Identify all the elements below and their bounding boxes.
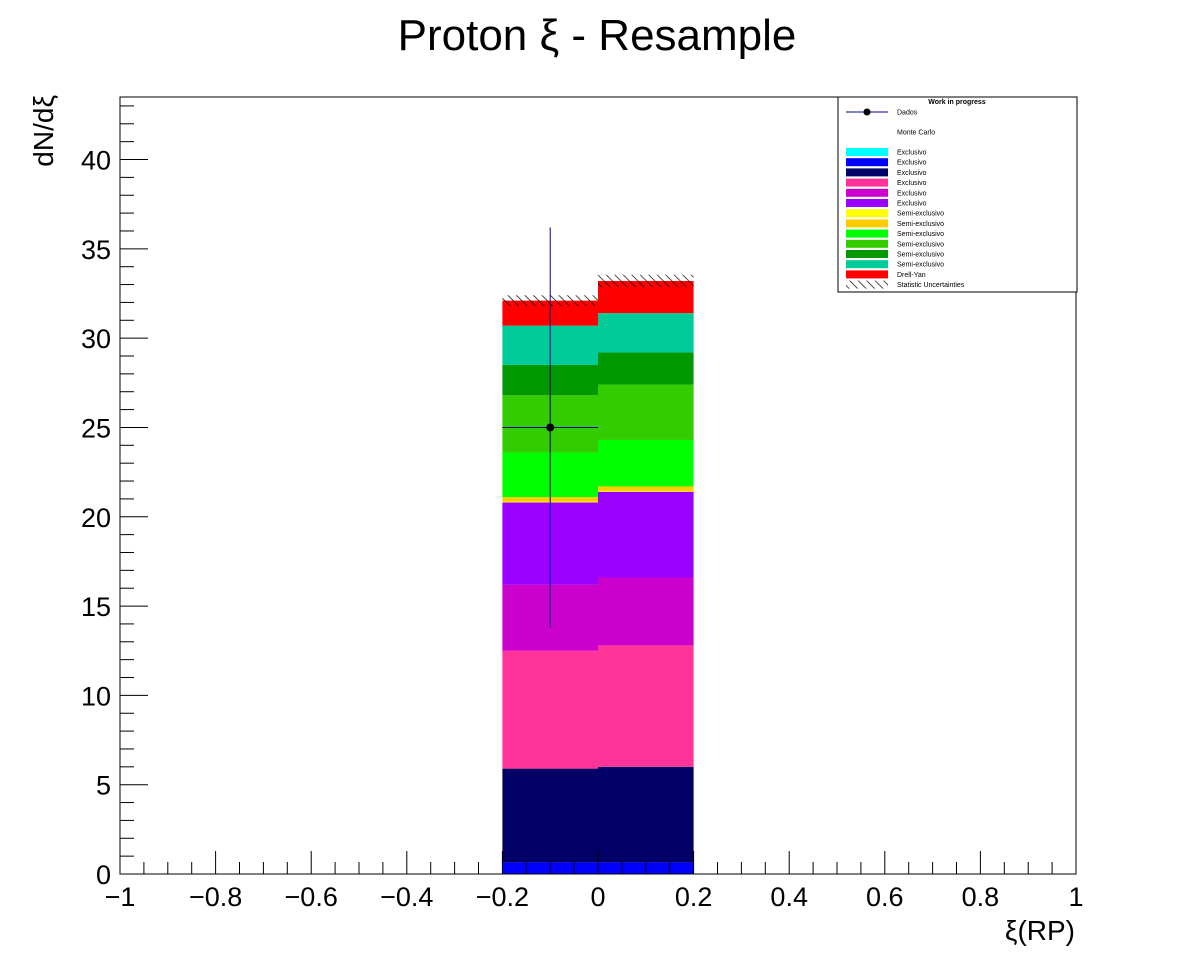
legend-label-uncertainty: Statistic Uncertainties [897,282,965,289]
legend-swatch-4 [846,178,888,187]
legend-swatch-8 [846,219,888,228]
bar-segment-8-bin-2 [598,486,694,491]
legend-swatch-5 [846,188,888,197]
legend-label-6: Exclusivo [897,201,927,208]
bar-segment-7-bin-2 [598,490,694,492]
y-tick-label: 40 [81,146,111,176]
x-tick-label: −0.2 [476,882,529,912]
legend-swatch-3 [846,168,888,177]
y-tick-label: 10 [81,681,111,711]
y-axis: 0 5 10 15 20 25 30 35 40 [81,105,148,890]
chart-title: Proton ξ - Resample [398,11,797,60]
x-tick-label: −1 [105,882,136,912]
bar-segment-4-bin-1 [502,650,598,769]
y-tick-label: 0 [96,860,111,890]
legend-label-3: Exclusivo [897,170,927,177]
legend-swatch-9 [846,229,888,238]
bar-segment-3-bin-2 [598,766,694,863]
x-tick-label: −0.6 [285,882,338,912]
uncertainty-band-bin-2 [598,274,694,288]
data-point-marker [546,423,555,432]
legend-label-dados: Dados [897,110,918,117]
legend: Work in progress Dados Monte Carlo Exclusi… [837,96,1078,293]
legend-swatch-13 [846,270,888,279]
x-tick-label: 0.6 [866,882,904,912]
legend-swatch-11 [846,250,888,258]
y-tick-label: 35 [81,235,111,265]
legend-label-1: Exclusivo [897,150,927,157]
legend-label-4: Exclusivo [897,180,927,187]
bar-segment-10-bin-2 [598,384,694,440]
legend-swatch-2 [846,158,888,167]
y-tick-label: 20 [81,503,111,533]
legend-swatch-uncertainty [846,280,888,289]
x-tick-label: 0 [590,882,605,912]
y-axis-label: dN/dξ [28,95,59,167]
legend-swatch-12 [846,260,888,269]
legend-swatch-10 [846,239,888,248]
legend-label-monte-carlo: Monte Carlo [897,130,935,137]
stacked-bars [502,280,694,874]
y-tick-label: 5 [96,771,111,801]
legend-dados-marker [863,108,871,116]
x-tick-label: −0.4 [380,882,433,912]
y-tick-label: 30 [81,324,111,354]
data-points [502,227,598,628]
x-tick-label: 0.8 [962,882,1000,912]
x-axis-label: ξ(RP) [1005,915,1075,946]
bar-segment-9-bin-2 [598,439,694,487]
legend-label-12: Semi-exclusivo [897,262,944,269]
legend-label-8: Semi-exclusivo [897,221,944,228]
legend-swatch-7 [846,209,888,218]
bar-segment-4-bin-2 [598,645,694,767]
legend-header: Work in progress [928,99,986,106]
legend-label-9: Semi-exclusivo [897,231,944,238]
bar-segment-5-bin-2 [598,577,694,646]
x-tick-label: −0.8 [189,882,242,912]
bar-segment-12-bin-2 [598,313,694,353]
legend-label-11: Semi-exclusivo [897,252,944,259]
legend-entries: Dados Monte Carlo Exclusivo Exclusivo Exclus… [846,108,965,289]
y-tick-label: 25 [81,413,111,443]
legend-label-10: Semi-exclusivo [897,241,944,248]
legend-swatch-1 [846,148,888,156]
legend-label-2: Exclusivo [897,160,927,167]
x-tick-label: 0.4 [770,882,808,912]
legend-label-5: Exclusivo [897,190,927,197]
bar-segment-3-bin-1 [502,768,598,863]
y-tick-label: 15 [81,592,111,622]
bar-segment-6-bin-2 [598,491,694,578]
x-axis: −1 −0.8 −0.6 −0.4 −0.2 0 0.2 0.4 0.6 0.8 1 [105,851,1084,912]
bar-segment-11-bin-2 [598,352,694,385]
legend-label-7: Semi-exclusivo [897,211,944,218]
legend-label-13: Drell-Yan [897,272,926,279]
x-tick-label: 1 [1068,882,1083,912]
x-tick-label: 0.2 [675,882,713,912]
legend-swatch-6 [846,199,888,207]
